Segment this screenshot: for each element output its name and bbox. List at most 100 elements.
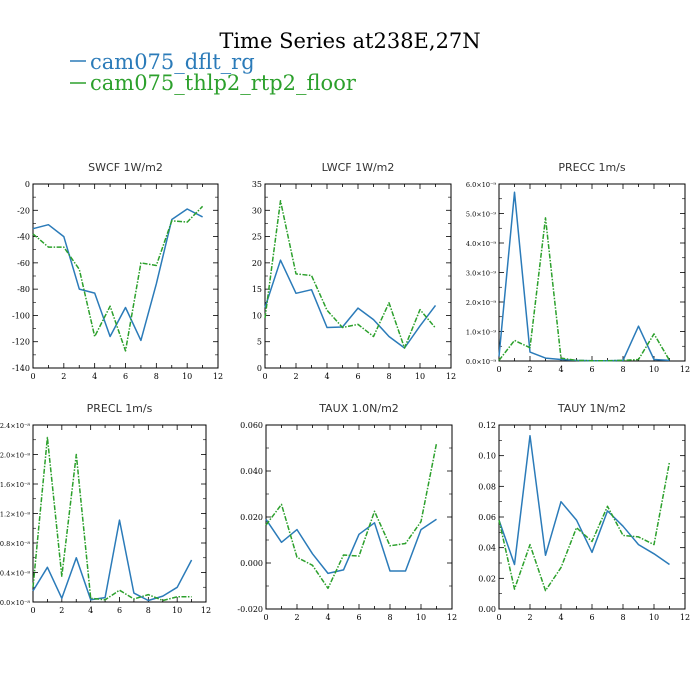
panel-1: LWCF 1W/m2 0 2 4 6 8 10 12 0 5 10 15 20 25 30 35 (252, 161, 456, 381)
x-tick-label: 10 (182, 372, 192, 381)
y-tick-label: 0.04 (478, 544, 496, 553)
legend-label-series1: cam075_dflt_rg (90, 50, 255, 74)
panel-title: TAUY 1N/m2 (557, 402, 626, 415)
panel-title: TAUX 1.0N/m2 (318, 402, 399, 415)
series-line-2 (498, 217, 671, 362)
series-line-1 (264, 259, 437, 349)
y-tick-label: 0.0×10⁻⁸ (0, 599, 30, 607)
x-tick-label: 8 (620, 365, 625, 374)
x-tick-label: 4 (324, 372, 329, 381)
x-tick-label: 6 (355, 372, 360, 381)
y-tick-label: 2.0×10⁻⁹ (466, 299, 496, 307)
y-tick-label: 0.020 (240, 513, 263, 522)
series-line-2 (32, 205, 204, 352)
series-line-2 (265, 443, 438, 590)
x-tick-label: 6 (117, 606, 122, 615)
panel-title: LWCF 1W/m2 (322, 161, 395, 174)
y-tick-label: -120 (12, 338, 30, 347)
legend: cam075_dflt_rg cam075_thlp2_rtp2_floor (70, 50, 357, 95)
y-tick-label: -100 (12, 311, 30, 320)
x-tick-label: 8 (146, 606, 151, 615)
y-tick-label: 0.06 (478, 513, 496, 522)
series-line-2 (32, 436, 192, 602)
x-tick-label: 0 (263, 613, 268, 622)
x-tick-label: 6 (589, 365, 594, 374)
plot-frame (264, 183, 452, 369)
y-tick-label: 0.02 (478, 574, 496, 583)
plot-frame (32, 183, 219, 369)
y-tick-label: 2.4×10⁻⁸ (0, 422, 30, 430)
x-tick-label: 0 (30, 606, 35, 615)
x-tick-label: 2 (527, 365, 532, 374)
y-tick-label: 1.2×10⁻⁸ (0, 511, 30, 519)
y-tick-label: 0.4×10⁻⁸ (0, 570, 30, 578)
y-tick-label: 0.000 (240, 559, 263, 568)
y-tick-label: 25 (252, 233, 262, 242)
plot-frame (498, 183, 686, 362)
series-line-1 (498, 434, 670, 566)
x-tick-label: 4 (92, 372, 97, 381)
x-tick-label: 10 (172, 606, 182, 615)
series-line-2 (498, 461, 671, 592)
series-line-1 (32, 208, 203, 342)
y-tick-label: 3.0×10⁻⁹ (466, 270, 496, 278)
x-tick-label: 4 (325, 613, 330, 622)
x-tick-label: 12 (447, 613, 457, 622)
x-tick-label: 2 (294, 613, 299, 622)
x-tick-label: 0 (496, 613, 501, 622)
x-tick-label: 12 (446, 372, 456, 381)
panel-grid: SWCF 1W/m2 0 2 4 6 8 10 12 -140 -120 -100 -80 -60 -40… (0, 161, 690, 622)
x-tick-label: 4 (88, 606, 93, 615)
y-tick-label: 0.12 (478, 421, 496, 430)
x-tick-label: 2 (293, 372, 298, 381)
y-tick-label: -80 (17, 285, 30, 294)
panel-5: TAUY 1N/m2 0 2 4 6 8 10 12 0.00 0.02 0.04 0.06 0.08 0… (478, 402, 690, 622)
y-tick-label: 0.0×10⁻⁹ (466, 358, 496, 366)
x-tick-label: 4 (558, 613, 563, 622)
plot-frame (498, 424, 686, 610)
legend-label-series2: cam075_thlp2_rtp2_floor (90, 71, 357, 95)
y-tick-label: 0.10 (478, 452, 496, 461)
y-tick-label: 30 (252, 206, 262, 215)
x-tick-label: 0 (496, 365, 501, 374)
y-tick-label: 35 (252, 180, 262, 189)
series-line-1 (265, 518, 437, 575)
series-line-1 (498, 191, 670, 362)
y-tick-label: -20 (17, 206, 30, 215)
y-tick-label: 5 (257, 338, 262, 347)
y-tick-label: -40 (17, 233, 30, 242)
y-tick-label: 0.08 (478, 482, 496, 491)
x-tick-label: 10 (415, 372, 425, 381)
x-tick-label: 12 (213, 372, 223, 381)
x-tick-label: 0 (30, 372, 35, 381)
x-tick-label: 6 (356, 613, 361, 622)
panel-title: PRECL 1m/s (87, 402, 153, 415)
x-tick-label: 10 (416, 613, 426, 622)
figure-title: Time Series at238E,27N (219, 29, 480, 53)
x-tick-label: 6 (123, 372, 128, 381)
x-tick-label: 12 (201, 606, 211, 615)
x-tick-label: 10 (649, 365, 659, 374)
y-tick-label: 0.060 (240, 421, 263, 430)
y-tick-label: 0.040 (240, 467, 263, 476)
y-tick-label: 0.8×10⁻⁸ (0, 540, 30, 548)
y-tick-label: 1.6×10⁻⁸ (0, 481, 30, 489)
panel-3: PRECL 1m/s 0 2 4 6 8 10 12 0.0×10⁻⁸ 0.4×10⁻⁸ 0.8×1… (0, 402, 211, 615)
panel-2: PRECC 1m/s 0 2 4 6 8 10 12 0.0×10⁻⁹ 1.0×10⁻⁹ 2.0×1… (466, 161, 690, 374)
y-tick-label: 2.0×10⁻⁸ (0, 452, 30, 460)
x-tick-label: 8 (620, 613, 625, 622)
y-tick-label: 0.00 (478, 605, 496, 614)
y-tick-label: 1.0×10⁻⁹ (466, 329, 496, 337)
y-tick-label: 4.0×10⁻⁹ (466, 240, 496, 248)
y-tick-label: 6.0×10⁻⁹ (466, 181, 496, 189)
x-tick-label: 2 (61, 372, 66, 381)
panel-title: SWCF 1W/m2 (88, 161, 163, 174)
panel-title: PRECC 1m/s (558, 161, 626, 174)
x-tick-label: 12 (680, 613, 690, 622)
y-tick-label: -0.020 (237, 605, 263, 614)
y-tick-label: -60 (17, 259, 30, 268)
x-tick-label: 2 (527, 613, 532, 622)
y-tick-label: 0 (25, 180, 30, 189)
x-tick-label: 8 (387, 613, 392, 622)
